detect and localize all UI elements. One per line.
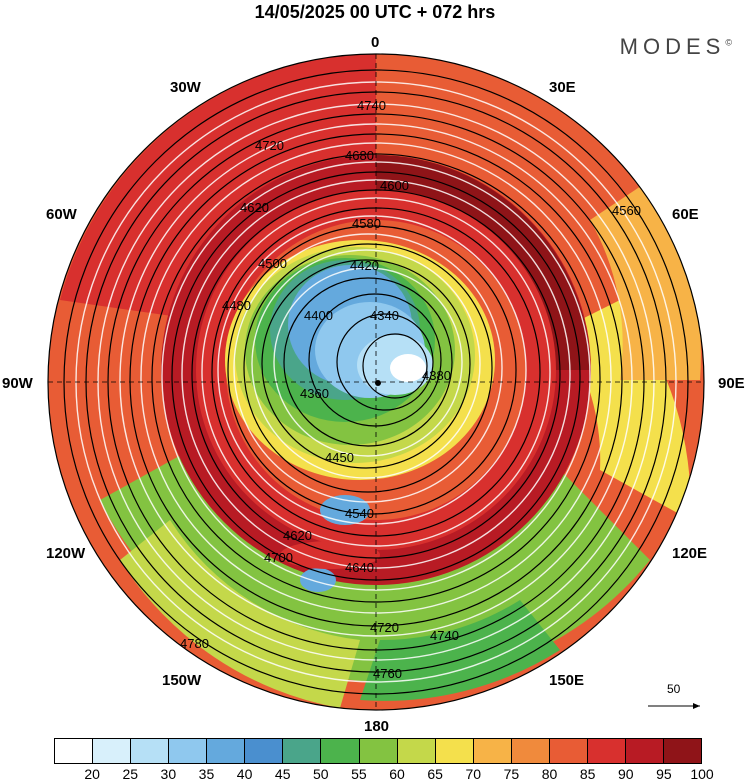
color-bar <box>54 738 702 764</box>
color-bar-label: 55 <box>351 766 367 782</box>
color-bar-label: 90 <box>617 766 634 782</box>
color-bar-label: 85 <box>579 766 596 782</box>
color-bar-swatch <box>359 739 398 763</box>
contour-label: 4700 <box>264 550 293 565</box>
lon-label-150e: 150E <box>549 672 585 689</box>
color-bar-label: 60 <box>389 766 405 782</box>
color-bar-swatch <box>511 739 550 763</box>
contour-label: 4420 <box>350 258 379 273</box>
color-bar-swatch <box>664 739 702 763</box>
brand-mark: © <box>725 37 732 48</box>
contour-label: 4560 <box>612 203 641 218</box>
lon-label-90e: 90E <box>718 375 745 392</box>
color-bar-label: 50 <box>313 766 329 782</box>
color-bar-swatch <box>549 739 588 763</box>
contour-label: 4620 <box>283 528 312 543</box>
contour-label: 4540 <box>345 506 374 521</box>
contour-label: 4640 <box>345 560 374 575</box>
color-bar-label: 30 <box>160 766 177 782</box>
color-bar-label: 95 <box>656 766 672 782</box>
contour-label: 4620 <box>240 200 269 215</box>
color-bar-swatch <box>587 739 626 763</box>
pole-marker <box>375 380 381 386</box>
lon-label-180: 180 <box>364 718 390 735</box>
contour-label: 4720 <box>255 138 284 153</box>
contour-labels: 4740 4720 4680 4600 4620 4580 4560 4500 4420 4480… <box>180 98 641 681</box>
contour-label: 4720 <box>370 620 399 635</box>
lon-label-120e: 120E <box>672 545 708 562</box>
contour-label: 4760 <box>373 666 402 681</box>
contour-label: 4450 <box>325 450 354 465</box>
color-bar-swatch <box>131 739 170 763</box>
lon-label-0: 0 <box>371 34 380 51</box>
lon-label-60e: 60E <box>672 206 699 223</box>
color-bar-swatch <box>435 739 474 763</box>
lon-label-60w: 60W <box>46 206 77 223</box>
lon-label-120w: 120W <box>46 545 86 562</box>
color-bar-label: 25 <box>122 766 139 782</box>
contour-label: 4580 <box>352 216 381 231</box>
contour-label: 4340 <box>370 308 399 323</box>
color-bar-swatch <box>397 739 436 763</box>
color-bar-swatch <box>245 739 284 763</box>
contour-label: 4500 <box>258 256 287 271</box>
color-bar-label: 75 <box>503 766 520 782</box>
contour-label: 4480 <box>222 298 251 313</box>
color-bar-labels: 20 25 30 35 40 45 50 55 60 65 70 75 80 85 90 95 100 <box>54 766 713 782</box>
contour-label: 4740 <box>430 628 459 643</box>
color-bar-swatch <box>321 739 360 763</box>
contour-label: 4380 <box>422 368 451 383</box>
contour-label: 4680 <box>345 148 374 163</box>
color-bar-label: 65 <box>427 766 443 782</box>
color-bar-label: 35 <box>198 766 215 782</box>
color-bar-label: 80 <box>541 766 558 782</box>
lon-label-90w: 90W <box>2 375 33 392</box>
reference-vector-label: 50 <box>667 682 681 696</box>
map-title: 14/05/2025 00 UTC + 072 hrs <box>254 2 496 22</box>
color-bar-swatch <box>169 739 208 763</box>
contour-label: 4740 <box>357 98 386 113</box>
color-bar-swatch <box>207 739 246 763</box>
color-bar-swatch <box>625 739 664 763</box>
brand-logo: MODES© <box>620 34 732 60</box>
color-bar-swatch <box>473 739 512 763</box>
color-bar-label: 40 <box>236 766 253 782</box>
contour-label: 4400 <box>304 308 333 323</box>
lon-label-30e: 30E <box>549 79 576 96</box>
color-bar-label: 45 <box>274 766 291 782</box>
lon-label-150w: 150W <box>162 672 202 689</box>
color-bar-swatch <box>93 739 132 763</box>
color-bar-label: 20 <box>84 766 100 782</box>
brand-text: MODES <box>619 34 726 59</box>
contour-label: 4600 <box>380 178 409 193</box>
color-bar-swatch <box>283 739 322 763</box>
color-bar-label: 100 <box>690 766 714 782</box>
contour-label: 4360 <box>300 386 329 401</box>
contour-label: 4780 <box>180 636 209 651</box>
map-border <box>47 53 705 711</box>
reference-vector <box>648 703 700 709</box>
color-bar-swatch <box>55 739 94 763</box>
color-bar-label: 70 <box>465 766 482 782</box>
lon-label-30w: 30W <box>170 79 201 96</box>
